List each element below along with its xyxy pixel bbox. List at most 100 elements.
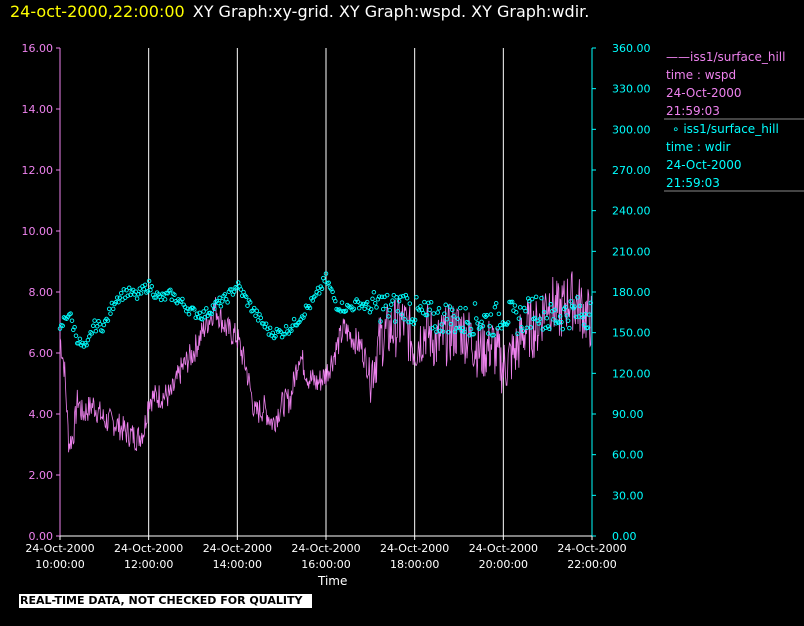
wdir-point	[471, 331, 476, 337]
left-tick-label: 10.00	[22, 225, 54, 238]
vertical-grid	[148, 48, 504, 536]
wdir-point	[141, 286, 147, 292]
wdir-point	[313, 293, 318, 298]
wdir-point	[108, 311, 113, 316]
wdir-point	[580, 315, 585, 320]
wdir-point	[77, 336, 83, 342]
x-tick-date: 24-Oct-2000	[25, 542, 94, 555]
wdir-point	[486, 331, 491, 336]
wdir-point	[138, 291, 144, 296]
wdir-point	[539, 295, 544, 301]
wdir-point	[105, 318, 111, 323]
legend-wdir-name: ∘ iss1/surface_hill	[672, 122, 779, 136]
wdir-point	[87, 334, 92, 339]
wdir-point	[148, 287, 153, 293]
wdir-point	[101, 322, 107, 328]
wdir-point	[548, 302, 554, 307]
wdir-point	[428, 299, 434, 305]
wdir-point	[193, 315, 198, 320]
right-tick-label: 180.00	[612, 286, 651, 299]
x-tick-date: 24-Oct-2000	[469, 542, 538, 555]
x-tick-date: 24-Oct-2000	[380, 542, 449, 555]
wdir-point	[114, 295, 120, 300]
wdir-point	[372, 300, 378, 306]
wdir-point	[512, 303, 518, 308]
wdir-point	[282, 331, 288, 337]
wdir-point	[432, 324, 438, 329]
wdir-point	[427, 307, 432, 312]
wdir-point	[356, 305, 362, 311]
wdir-point	[587, 312, 592, 317]
x-tick-time: 14:00:00	[213, 558, 262, 571]
wdir-point	[217, 295, 222, 301]
wdir-point	[532, 315, 538, 321]
wdir-point	[563, 304, 568, 310]
wdir-point	[204, 306, 209, 311]
wdir-point	[73, 333, 79, 338]
wdir-point	[577, 303, 583, 309]
right-tick-label: 240.00	[612, 205, 651, 218]
right-tick-label: 120.00	[612, 367, 651, 380]
wdir-point	[360, 301, 366, 307]
wdir-point	[442, 311, 447, 316]
wdir-point	[414, 294, 419, 300]
x-tick-time: 10:00:00	[35, 558, 84, 571]
wdir-point	[158, 297, 164, 303]
wdir-point	[218, 304, 224, 309]
wdir-point	[339, 300, 345, 305]
x-tick-date: 24-Oct-2000	[114, 542, 183, 555]
wdir-point	[479, 319, 484, 325]
wdir-point	[466, 320, 471, 326]
wdir-point	[90, 323, 96, 329]
wdir-point	[388, 302, 394, 307]
wdir-point	[278, 329, 284, 334]
wdir-point	[289, 328, 294, 333]
wdir-point	[516, 316, 522, 321]
wdir-point	[386, 314, 391, 319]
wdir-point	[126, 285, 132, 291]
wdir-point	[201, 309, 206, 314]
wdir-point	[536, 321, 542, 326]
wdir-point	[474, 316, 479, 321]
legend-circle-icon: ∘	[672, 122, 684, 136]
wdir-point	[185, 306, 190, 311]
wdir-point	[528, 325, 534, 330]
legend-wdir-var: time : wdir	[666, 140, 731, 154]
quality-banner: REAL-TIME DATA, NOT CHECKED FOR QUALITY	[19, 594, 312, 608]
wdir-point	[537, 316, 543, 322]
wdir-point	[505, 320, 511, 325]
wdir-point	[226, 289, 232, 294]
wdir-point	[258, 315, 264, 321]
wdir-point	[463, 306, 468, 311]
wdir-point	[227, 287, 233, 292]
left-tick-label: 12.00	[22, 164, 54, 177]
header-timestamp: 24-oct-2000,22:00:00	[10, 2, 185, 21]
wdir-point	[110, 306, 116, 312]
wdir-point	[238, 287, 244, 292]
x-axis-ticks: 24-Oct-2000 10:00:00 24-Oct-2000 12:00:00 24…	[25, 536, 627, 571]
wdir-point	[567, 325, 572, 331]
wdir-point	[378, 319, 383, 324]
wdir-series	[57, 271, 593, 349]
wdir-point	[239, 293, 245, 299]
wdir-point	[573, 314, 579, 320]
wspd-series	[59, 271, 592, 453]
wdir-point	[446, 329, 451, 335]
wdir-point	[94, 324, 100, 329]
wdir-point	[263, 321, 269, 326]
wdir-point	[235, 280, 241, 285]
header-graph-list: XY Graph:xy-grid. XY Graph:wspd. XY Grap…	[192, 2, 590, 21]
wdir-point	[495, 326, 500, 331]
wdir-point	[353, 299, 358, 304]
right-tick-label: 330.00	[612, 83, 651, 96]
wdir-point	[113, 300, 119, 305]
wdir-point	[547, 326, 552, 332]
right-tick-label: 300.00	[612, 123, 651, 136]
wdir-point	[513, 310, 519, 315]
x-tick-time: 18:00:00	[390, 558, 439, 571]
wdir-point	[149, 284, 155, 289]
left-tick-label: 6.00	[29, 347, 54, 360]
wdir-point	[145, 288, 151, 294]
wdir-point	[447, 304, 452, 309]
right-tick-label: 0.00	[612, 530, 637, 543]
